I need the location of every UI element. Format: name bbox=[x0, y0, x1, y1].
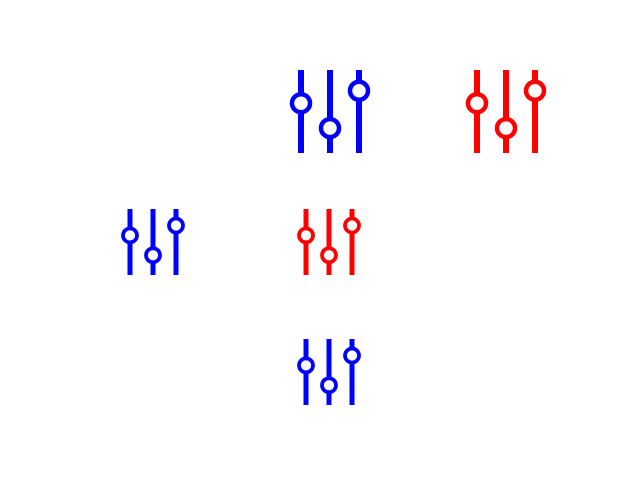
sliders-icon-small-red-center bbox=[297, 209, 361, 275]
sliders-icon-small-blue-bottom bbox=[297, 339, 361, 405]
slider-knob bbox=[297, 356, 315, 375]
slider-knob bbox=[297, 226, 315, 245]
slider-knob bbox=[494, 116, 518, 140]
slider-knob bbox=[343, 216, 361, 235]
slider-knob bbox=[289, 91, 313, 115]
slider-knob bbox=[318, 116, 342, 140]
slider-knob bbox=[465, 91, 489, 115]
sliders-icon-large-red bbox=[465, 70, 547, 153]
slider-knob bbox=[347, 79, 371, 102]
slider-knob bbox=[320, 376, 338, 395]
slider-knob bbox=[523, 79, 547, 102]
slider-knob bbox=[144, 246, 162, 265]
slider-knob bbox=[121, 226, 139, 245]
slider-knob bbox=[320, 246, 338, 265]
sliders-icon-small-blue-left bbox=[121, 209, 185, 275]
sliders-icon-large-blue bbox=[289, 70, 371, 153]
slider-knob bbox=[167, 216, 185, 235]
slider-knob bbox=[343, 346, 361, 365]
